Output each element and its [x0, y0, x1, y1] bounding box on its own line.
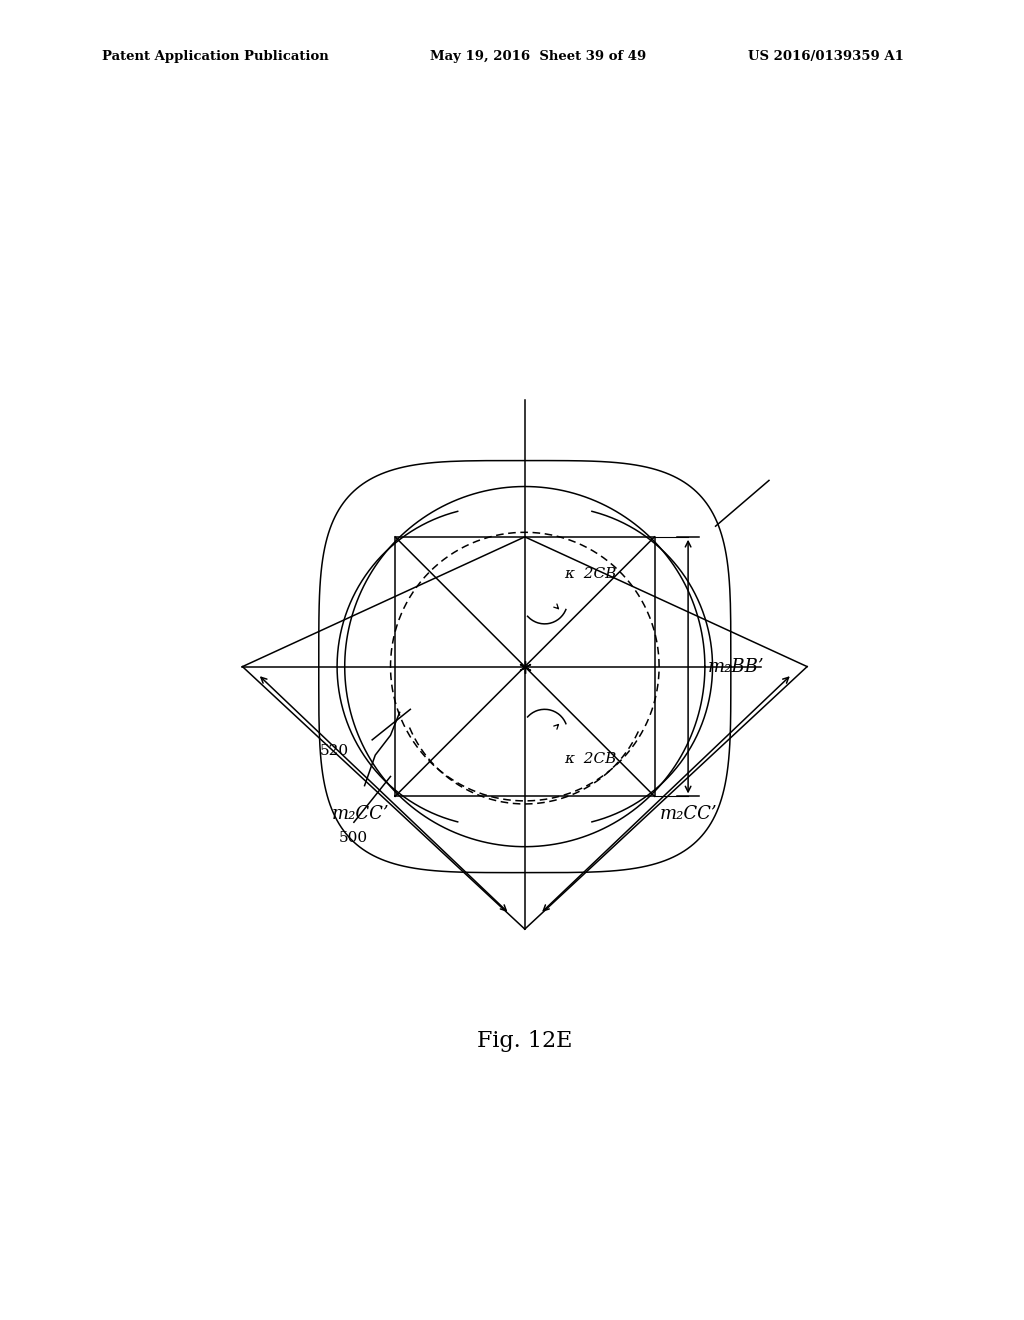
Text: 520: 520: [321, 743, 349, 758]
Text: κ  2CB: κ 2CB: [564, 568, 616, 581]
Text: m₂CC’: m₂CC’: [332, 805, 389, 824]
Text: m₂CC’: m₂CC’: [660, 805, 718, 824]
Text: Patent Application Publication: Patent Application Publication: [102, 50, 329, 63]
Text: Fig. 12E: Fig. 12E: [477, 1030, 572, 1052]
Text: May 19, 2016  Sheet 39 of 49: May 19, 2016 Sheet 39 of 49: [430, 50, 646, 63]
Text: US 2016/0139359 A1: US 2016/0139359 A1: [748, 50, 903, 63]
Text: κ  2CB: κ 2CB: [564, 752, 616, 766]
Text: 500: 500: [339, 830, 368, 845]
Text: m₂BB’: m₂BB’: [708, 657, 765, 676]
